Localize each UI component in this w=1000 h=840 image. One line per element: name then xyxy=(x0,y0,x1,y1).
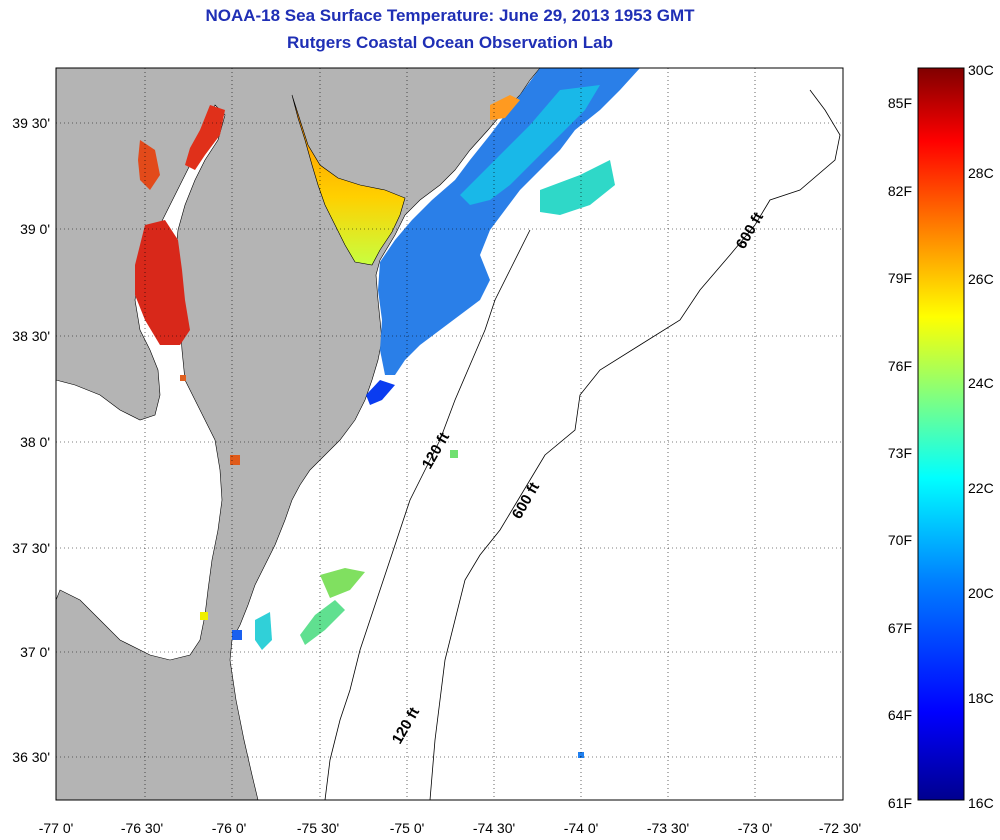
lon-tick-label: -72 30' xyxy=(819,820,861,836)
colorbar-c-label: 16C xyxy=(968,795,994,811)
colorbar-f-label: 61F xyxy=(888,795,912,811)
map-subtitle: Rutgers Coastal Ocean Observation Lab xyxy=(287,33,613,52)
lon-tick-label: -74 30' xyxy=(473,820,515,836)
contour-600ft xyxy=(429,89,841,800)
sst-patch-south-3 xyxy=(255,612,272,650)
colorbar-f-label: 76F xyxy=(888,358,912,374)
map-frame xyxy=(55,67,844,801)
map-title: NOAA-18 Sea Surface Temperature: June 29… xyxy=(205,6,695,25)
sst-coastal-warm xyxy=(490,95,520,120)
sst-ocean-swath xyxy=(378,68,640,375)
lat-tick-label: 38 0' xyxy=(20,434,50,450)
delaware-bay xyxy=(291,94,406,266)
lon-tick-label: -76 30' xyxy=(121,820,163,836)
lat-tick-label: 39 0' xyxy=(20,221,50,237)
lat-tick-label: 37 30' xyxy=(12,540,50,556)
sst-patch-small-1 xyxy=(230,455,240,465)
colorbar-f-label: 64F xyxy=(888,707,912,723)
lon-tick-label: -75 0' xyxy=(390,820,425,836)
sst-patch-western-trib xyxy=(138,140,160,190)
sst-ocean-cold xyxy=(366,380,395,405)
sst-ocean-swath-east xyxy=(540,160,615,215)
lon-tick-label: -73 30' xyxy=(647,820,689,836)
sst-patch-south-6 xyxy=(578,752,584,758)
sst-patch-south-4 xyxy=(232,630,242,640)
colorbar-c-label: 22C xyxy=(968,480,994,496)
lat-tick-label: 38 30' xyxy=(12,328,50,344)
lat-tick-label: 36 30' xyxy=(12,749,50,765)
sst-patch-small-2 xyxy=(180,375,186,381)
lat-tick-label: 37 0' xyxy=(20,644,50,660)
colorbar-c-label: 28C xyxy=(968,165,994,181)
sst-patch-south-7 xyxy=(200,612,208,620)
colorbar-c-label: 30C xyxy=(968,62,994,78)
sst-patch-south-2 xyxy=(320,568,365,598)
colorbar-c-label: 26C xyxy=(968,271,994,287)
colorbar-c-label: 24C xyxy=(968,375,994,391)
lon-tick-label: -73 0' xyxy=(738,820,773,836)
colorbar-f-label: 73F xyxy=(888,445,912,461)
lon-tick-label: -76 0' xyxy=(212,820,247,836)
sst-patch-south-5 xyxy=(450,450,458,458)
colorbar-c-label: 18C xyxy=(968,690,994,706)
sst-patch-mid-bay xyxy=(135,220,190,345)
contour-120ft xyxy=(324,229,531,800)
lon-tick-label: -75 30' xyxy=(297,820,339,836)
lon-tick-label: -77 0' xyxy=(39,820,74,836)
colorbar-f-label: 82F xyxy=(888,183,912,199)
sst-patch-upper-bay xyxy=(185,105,225,170)
colorbar-c-label: 20C xyxy=(968,585,994,601)
sst-ocean-swath-inner xyxy=(460,85,600,205)
lon-tick-label: -74 0' xyxy=(564,820,599,836)
lat-tick-label: 39 30' xyxy=(12,115,50,131)
sst-patch-south-1 xyxy=(300,600,345,645)
colorbar-f-label: 70F xyxy=(888,532,912,548)
colorbar-f-label: 85F xyxy=(888,95,912,111)
colorbar-f-label: 79F xyxy=(888,270,912,286)
colorbar xyxy=(917,67,965,801)
colorbar-f-label: 67F xyxy=(888,620,912,636)
